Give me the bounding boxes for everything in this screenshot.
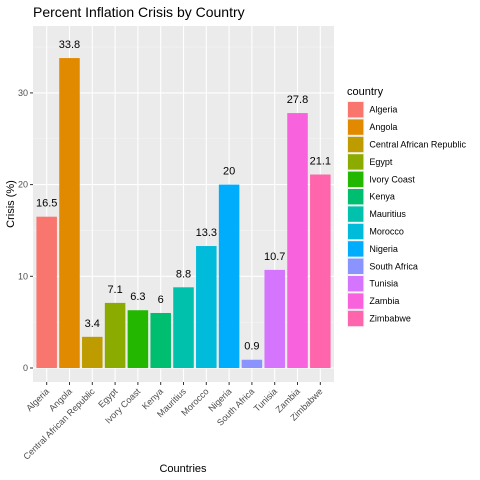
data-label: 33.8 <box>59 39 80 51</box>
legend-label: Kenya <box>369 192 395 202</box>
y-axis-label: Crisis (%) <box>5 180 17 228</box>
bar-angola <box>59 58 80 368</box>
legend-swatch <box>348 171 364 187</box>
legend: Algeria Angola Central African Republic Egy… <box>347 101 466 328</box>
bar-central-african-republic <box>82 336 103 368</box>
data-label: 6.3 <box>130 291 145 303</box>
legend-label: Central African Republic <box>369 140 466 150</box>
bar-south-africa <box>241 359 263 368</box>
data-label: 10.7 <box>264 251 285 263</box>
legend-swatch <box>348 241 364 257</box>
y-axis: 0 10 20 30 <box>18 88 33 373</box>
legend-swatch <box>348 223 364 240</box>
bar-nigeria <box>218 184 240 368</box>
legend-label: Morocco <box>369 227 404 237</box>
legend-swatch <box>348 119 364 135</box>
legend-title: country <box>347 86 384 98</box>
y-tick-label: 20 <box>18 180 28 190</box>
data-label: 16.5 <box>36 198 57 210</box>
legend-swatch <box>348 310 364 327</box>
data-label: 27.8 <box>287 94 308 106</box>
y-tick-label: 30 <box>18 88 28 98</box>
legend-label: Angola <box>369 122 397 132</box>
bars <box>36 58 331 368</box>
x-tick-label: Algeria <box>24 386 51 413</box>
legend-label: Tunisia <box>369 279 398 289</box>
legend-label: Egypt <box>369 157 393 167</box>
data-label: 7.1 <box>107 284 122 296</box>
data-label: 20 <box>223 166 235 178</box>
legend-swatch <box>348 276 364 292</box>
legend-label: Algeria <box>369 105 397 115</box>
data-label: 6 <box>158 294 164 306</box>
bar-zimbabwe <box>310 174 331 368</box>
legend-label: Zimbabwe <box>369 314 411 324</box>
bar-algeria <box>36 216 57 368</box>
data-label: 0.9 <box>244 341 259 353</box>
data-label: 3.4 <box>85 318 100 330</box>
bar-zambia <box>287 113 308 368</box>
bar-ivory-coast <box>127 310 149 368</box>
bar-kenya <box>150 312 171 368</box>
legend-swatch <box>348 189 364 205</box>
bar-tunisia <box>264 269 285 368</box>
bar-mauritius <box>173 287 194 368</box>
legend-label: Zambia <box>369 296 399 306</box>
y-tick-label: 10 <box>18 271 28 281</box>
legend-swatch <box>348 102 364 118</box>
legend-swatch <box>348 293 364 309</box>
legend-swatch <box>348 258 364 274</box>
chart-title: Percent Inflation Crisis by Country <box>33 4 245 20</box>
bar-morocco <box>196 246 217 368</box>
bar-egypt <box>104 302 126 368</box>
data-label: 8.8 <box>176 268 191 280</box>
x-axis-label: Countries <box>159 463 207 475</box>
legend-swatch <box>348 154 364 170</box>
legend-swatch <box>348 136 364 153</box>
legend-label: Mauritius <box>369 209 406 219</box>
data-label: 21.1 <box>310 156 331 168</box>
legend-label: Ivory Coast <box>369 174 415 184</box>
legend-label: South Africa <box>369 261 418 271</box>
legend-label: Nigeria <box>369 244 398 254</box>
data-labels: 16.5 33.8 3.4 7.1 6.3 6 8.8 13.3 20 0.9 10.7 27.8 21… <box>36 39 331 353</box>
legend-swatch <box>348 206 364 222</box>
y-tick-label: 0 <box>23 363 28 373</box>
data-label: 13.3 <box>196 227 217 239</box>
